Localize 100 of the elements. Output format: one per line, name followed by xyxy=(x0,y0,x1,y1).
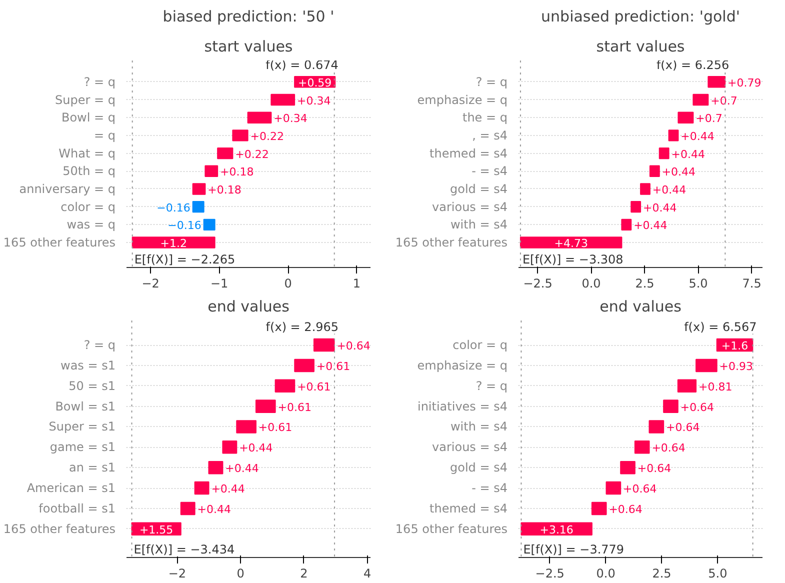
x-tick-label: −2.5 xyxy=(535,566,564,580)
y-tick-label: football = s1 xyxy=(38,501,116,516)
data-label: +3.16 xyxy=(540,523,574,536)
data-label: +0.93 xyxy=(719,360,754,373)
data-label: +0.64 xyxy=(608,502,642,516)
x-tick-label: 0.0 xyxy=(582,276,601,290)
x-tick-label: 1 xyxy=(352,276,361,290)
y-tick-label: themed = s4 xyxy=(430,501,508,516)
y-tick-label: 50 = s1 xyxy=(68,378,116,393)
x-tick-label: 0 xyxy=(284,276,292,290)
y-tick-label: color = q xyxy=(60,200,116,214)
y-tick-label: 165 other features xyxy=(3,522,116,536)
x-tick-label: 5.0 xyxy=(708,566,728,580)
x-tick-label: 5.0 xyxy=(688,276,708,290)
data-label: +0.64 xyxy=(637,462,672,476)
y-tick-label: Super = s1 xyxy=(48,420,116,434)
y-tick-label: 165 other features xyxy=(395,522,508,536)
ref-line-label: E[f(X)] = −2.265 xyxy=(134,252,236,267)
data-label: +0.44 xyxy=(652,183,686,196)
y-tick-label: gold = s4 xyxy=(450,182,508,196)
data-label: +1.6 xyxy=(721,340,748,353)
y-tick-label: themed = s4 xyxy=(430,146,508,160)
y-tick-label: - = s4 xyxy=(472,164,508,178)
y-tick-label: an = s1 xyxy=(68,460,116,475)
data-label: +0.44 xyxy=(642,201,677,214)
y-tick-label: , = s4 xyxy=(472,128,508,142)
data-label: +0.64 xyxy=(666,421,700,434)
data-label: +0.64 xyxy=(336,340,370,353)
data-label: +0.22 xyxy=(250,130,284,143)
y-tick-label: game = s1 xyxy=(50,440,116,454)
y-tick-label: gold = s4 xyxy=(450,460,508,475)
chart-title: end values xyxy=(208,298,290,316)
x-tick-label: −2.5 xyxy=(523,276,552,290)
chart-title: end values xyxy=(600,298,682,316)
data-label: +0.61 xyxy=(278,400,312,414)
y-tick-label: with = s4 xyxy=(450,420,508,434)
x-tick-label: 2.5 xyxy=(652,566,672,580)
data-label: +0.22 xyxy=(235,148,269,161)
data-label: +0.7 xyxy=(696,112,722,126)
y-tick-label: various = s4 xyxy=(432,200,508,214)
y-tick-label: American = s1 xyxy=(26,481,116,496)
chart-title: biased prediction: '50 ' xyxy=(162,8,334,26)
y-tick-label: color = q xyxy=(452,338,508,352)
x-tick-label: 0 xyxy=(236,566,244,580)
y-tick-label: ? = q xyxy=(84,338,116,352)
data-label: +0.44 xyxy=(671,148,705,161)
data-label: +1.2 xyxy=(160,237,187,250)
x-tick-label: 4 xyxy=(364,566,372,580)
x-tick-label: −1 xyxy=(210,276,228,290)
data-label: +0.61 xyxy=(297,380,331,394)
data-label: +0.61 xyxy=(258,421,292,434)
data-label: +0.44 xyxy=(634,219,668,232)
y-tick-label: initiatives = s4 xyxy=(417,399,508,414)
data-label: +0.44 xyxy=(662,166,696,179)
ref-line-label: E[f(X)] = −3.779 xyxy=(523,542,624,556)
y-tick-label: - = s4 xyxy=(472,481,508,496)
data-label: +0.7 xyxy=(710,94,738,108)
y-tick-label: was = s1 xyxy=(60,358,116,372)
y-tick-label: emphasize = q xyxy=(417,358,508,372)
data-label: +1.55 xyxy=(139,523,174,536)
data-label: +0.44 xyxy=(211,482,245,496)
data-label: +0.34 xyxy=(296,94,331,108)
x-tick-label: −2 xyxy=(142,276,160,290)
y-tick-label: various = s4 xyxy=(432,440,508,454)
data-label: +0.81 xyxy=(698,380,732,394)
y-tick-label: Super = q xyxy=(55,92,116,107)
x-tick-label: 2 xyxy=(300,566,308,580)
y-tick-label: = q xyxy=(94,128,116,142)
data-label: −0.16 xyxy=(156,201,190,214)
y-tick-label: anniversary = q xyxy=(19,182,116,196)
chart-title: unbiased prediction: 'gold' xyxy=(541,8,740,26)
x-tick-label: 7.5 xyxy=(742,276,762,290)
data-label: +0.64 xyxy=(652,442,686,455)
data-label: +0.18 xyxy=(220,166,254,179)
ref-line-label: E[f(X)] = −3.434 xyxy=(134,542,235,556)
data-label: +0.61 xyxy=(316,360,350,373)
data-label: +0.59 xyxy=(298,76,332,90)
y-tick-label: 165 other features xyxy=(3,236,116,250)
data-label: +0.18 xyxy=(208,183,242,196)
y-tick-label: emphasize = q xyxy=(417,92,508,107)
ref-line-label: f(x) = 2.965 xyxy=(266,320,339,334)
y-tick-label: Bowl = s1 xyxy=(55,399,116,414)
x-tick-label: 2.5 xyxy=(635,276,654,290)
data-label: +4.73 xyxy=(554,237,588,250)
y-tick-label: was = q xyxy=(66,218,116,232)
y-tick-label: with = s4 xyxy=(450,218,508,232)
x-tick-label: 0.0 xyxy=(596,566,616,580)
y-tick-label: Bowl = q xyxy=(61,110,116,125)
chart-subtitle: start values xyxy=(596,38,685,56)
data-label: −0.16 xyxy=(168,219,202,232)
ref-line-label: E[f(X)] = −3.308 xyxy=(522,252,624,267)
data-label: +0.44 xyxy=(680,130,714,143)
data-label: +0.64 xyxy=(680,400,714,414)
y-tick-label: the = q xyxy=(462,110,508,125)
data-label: +0.34 xyxy=(274,112,308,126)
data-label: +0.64 xyxy=(623,482,657,496)
data-label: +0.44 xyxy=(239,442,273,455)
y-tick-label: 165 other features xyxy=(395,236,508,250)
y-tick-label: ? = q xyxy=(84,74,116,89)
data-label: +0.79 xyxy=(728,76,762,90)
